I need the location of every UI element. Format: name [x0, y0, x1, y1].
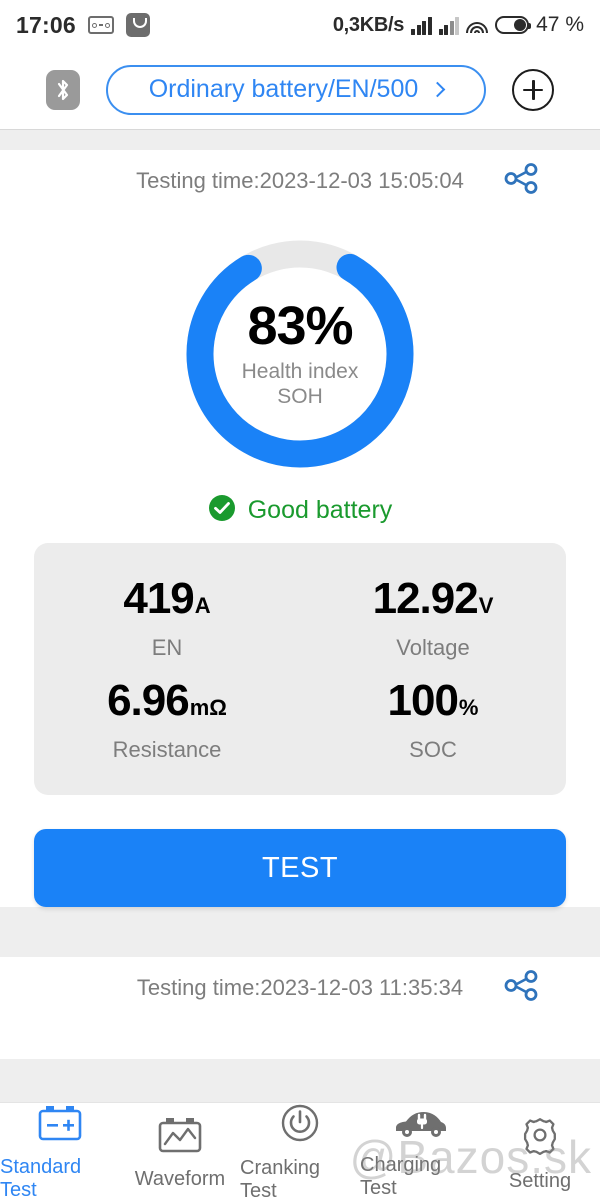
- metric-caption: SOC: [409, 737, 457, 762]
- chevron-right-icon: [430, 81, 446, 98]
- test-button[interactable]: TEST: [34, 829, 566, 907]
- metric-number: 419: [123, 574, 194, 623]
- nav-label: Setting: [508, 1169, 572, 1192]
- voicemail-icon: [87, 16, 114, 34]
- share-icon[interactable]: [500, 159, 540, 204]
- check-circle-icon: [208, 494, 236, 527]
- metric-number: 100: [387, 676, 459, 725]
- metric-value: 12.92 V: [373, 577, 494, 621]
- nav-item-charging-test[interactable]: Charging Test: [360, 1103, 480, 1200]
- metric-resistance: 6.96 mΩ Resistance: [34, 667, 300, 769]
- battery-percent-label: 47 %: [536, 13, 584, 36]
- nav-item-cranking-test[interactable]: Cranking Test: [240, 1103, 360, 1200]
- battery-verdict-label: Good battery: [247, 496, 393, 524]
- metric-caption: Voltage: [396, 635, 470, 660]
- bottom-navigation: Standard Test Waveform Cr: [0, 1102, 600, 1200]
- signal-bars-icon: [411, 16, 432, 35]
- car-plug-icon: [392, 1106, 448, 1145]
- nav-item-waveform[interactable]: Waveform: [120, 1103, 240, 1200]
- testing-time-label: Testing time:2023-12-03 11:35:34: [136, 975, 464, 1000]
- nav-label: Standard Test: [0, 1156, 82, 1200]
- top-gap: [0, 130, 600, 150]
- metric-value: 419 A: [123, 577, 210, 621]
- soh-value: 83%: [247, 296, 353, 357]
- nav-label: Waveform: [134, 1167, 226, 1190]
- plus-circle-icon[interactable]: [512, 68, 554, 111]
- battery-mode-selector[interactable]: Ordinary battery/EN/500: [106, 64, 486, 115]
- bluetooth-icon[interactable]: [46, 69, 80, 110]
- nav-item-standard-test[interactable]: Standard Test: [0, 1103, 120, 1200]
- app-bar: Ordinary battery/EN/500: [0, 50, 600, 130]
- metric-value: 6.96 mΩ: [107, 679, 227, 723]
- status-bar: 17:06 0,3KB/s 47 %: [0, 0, 600, 50]
- card-separator: [0, 937, 600, 957]
- metrics-panel: 419 A EN 12.92 V Voltage 6.96 mΩ: [34, 543, 566, 795]
- battery-mode-label: Ordinary battery/EN/500: [148, 75, 419, 103]
- soh-caption: Health index SOH: [242, 360, 359, 408]
- wifi-icon: [466, 16, 489, 34]
- soh-caption-line1: Health index: [241, 360, 359, 384]
- test-result-card: Testing time:2023-12-03 15:05:04: [0, 150, 600, 907]
- metric-unit: mΩ: [189, 695, 227, 720]
- signal-bars-secondary-icon: [438, 16, 460, 35]
- gear-icon: [519, 1114, 561, 1161]
- battery-icon: [495, 16, 532, 34]
- metric-soc: 100 % SOC: [300, 667, 566, 769]
- metric-voltage: 12.92 V Voltage: [300, 565, 566, 667]
- metric-caption: EN: [151, 635, 183, 660]
- metric-unit: V: [478, 593, 494, 618]
- metric-value: 100 %: [388, 679, 479, 723]
- testing-time-label: Testing time:2023-12-03 15:05:04: [136, 168, 464, 193]
- shopping-bag-icon: [125, 13, 150, 37]
- share-icon[interactable]: [500, 966, 540, 1011]
- battery-verdict: Good battery: [0, 494, 600, 527]
- metric-en: 419 A EN: [34, 565, 300, 667]
- nav-label: Cranking Test: [240, 1157, 321, 1200]
- metric-unit: A: [194, 593, 211, 618]
- battery-terminals-icon: [37, 1104, 83, 1147]
- status-bar-right: 0,3KB/s 47 %: [333, 13, 584, 37]
- health-gauge: 83% Health index SOH: [180, 234, 420, 474]
- network-speed-label: 0,3KB/s: [332, 13, 405, 36]
- gauge-center-text: 83% Health index SOH: [180, 234, 420, 474]
- metric-unit: %: [458, 695, 479, 720]
- previous-test-card: Testing time:2023-12-03 11:35:34: [0, 957, 600, 1059]
- card-header: Testing time:2023-12-03 11:35:34: [0, 957, 600, 1019]
- soh-caption-line2: SOH: [277, 384, 323, 408]
- health-gauge-wrap: 83% Health index SOH: [0, 212, 600, 474]
- metric-number: 12.92: [372, 574, 479, 623]
- power-icon: [280, 1103, 320, 1148]
- battery-waveform-icon: [157, 1116, 203, 1159]
- nav-label: Charging Test: [360, 1154, 442, 1199]
- metric-number: 6.96: [107, 676, 190, 725]
- metric-caption: Resistance: [112, 737, 222, 762]
- status-bar-left: 17:06: [16, 12, 150, 39]
- content-scroll[interactable]: Testing time:2023-12-03 15:05:04: [0, 130, 600, 1102]
- nav-item-setting[interactable]: Setting: [480, 1103, 600, 1200]
- status-time: 17:06: [16, 11, 76, 38]
- card-header: Testing time:2023-12-03 15:05:04: [0, 150, 600, 212]
